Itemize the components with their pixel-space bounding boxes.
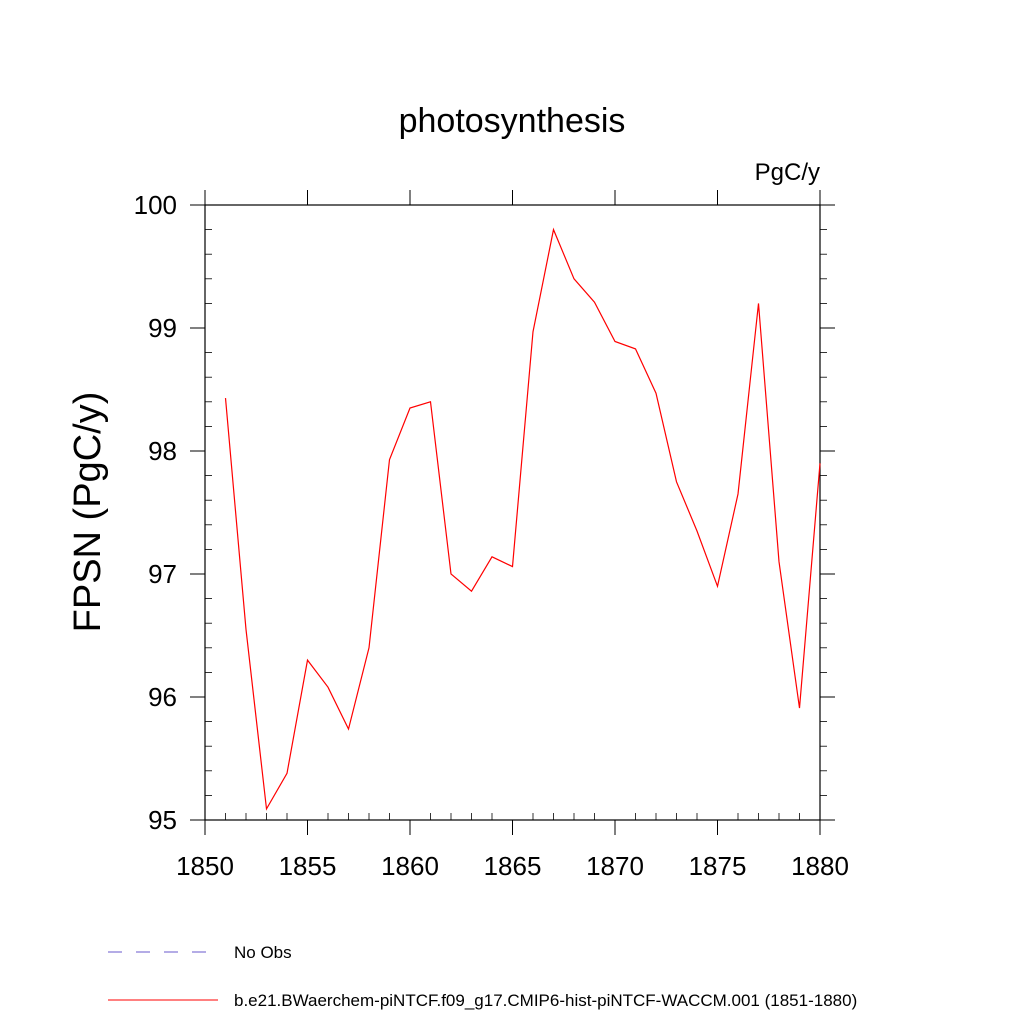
- y-axis-label: FPSN (PgC/y): [67, 392, 109, 633]
- series-group: [224, 227, 821, 811]
- x-tick-label: 1855: [279, 851, 337, 881]
- x-tick-label: 1850: [176, 851, 234, 881]
- tick-labels: 1850 1855 1860 1865 1870 1875 1880 95 96 97 98 99 10…: [134, 190, 849, 881]
- y-tick-label: 100: [134, 190, 177, 220]
- units-label: PgC/y: [755, 159, 820, 186]
- y-tick-label: 96: [148, 682, 177, 712]
- x-tick-label: 1860: [381, 851, 439, 881]
- x-tick-label: 1875: [689, 851, 747, 881]
- series-line: [224, 227, 821, 811]
- x-tick-label: 1880: [791, 851, 849, 881]
- legend-label: b.e21.BWaerchem-piNTCF.f09_g17.CMIP6-his…: [234, 991, 857, 1010]
- x-tick-label: 1865: [484, 851, 542, 881]
- legend-label: No Obs: [234, 943, 292, 962]
- y-tick-label: 95: [148, 805, 177, 835]
- axis-ticks: [190, 190, 835, 835]
- chart-title: photosynthesis: [399, 102, 626, 140]
- plot-frame: [204, 204, 821, 821]
- legend: No Obs b.e21.BWaerchem-piNTCF.f09_g17.CMI…: [108, 943, 857, 1010]
- y-tick-label: 99: [148, 313, 177, 343]
- y-tick-label: 97: [148, 559, 177, 589]
- y-tick-label: 98: [148, 436, 177, 466]
- x-tick-label: 1870: [586, 851, 644, 881]
